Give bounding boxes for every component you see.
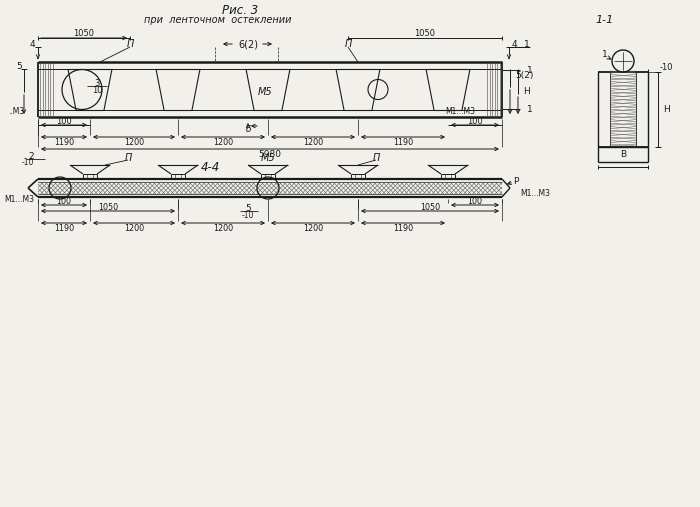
Text: В: В <box>620 150 626 159</box>
Text: 1050: 1050 <box>414 28 435 38</box>
Text: -10: -10 <box>241 210 254 220</box>
Text: при  ленточном  остеклении: при ленточном остеклении <box>144 15 292 25</box>
Text: 1: 1 <box>524 40 530 49</box>
Text: П: П <box>126 39 134 49</box>
Text: 3: 3 <box>94 79 99 88</box>
Text: 1: 1 <box>527 104 533 114</box>
Text: 2: 2 <box>29 152 34 161</box>
Text: М1...М3: М1...М3 <box>4 195 34 203</box>
Text: 100: 100 <box>56 117 72 126</box>
Text: 1200: 1200 <box>303 137 323 147</box>
Text: М1...М3: М1...М3 <box>520 189 550 198</box>
Text: 5: 5 <box>16 61 22 70</box>
Bar <box>38 182 502 194</box>
Text: 10: 10 <box>92 86 102 94</box>
Text: 5: 5 <box>245 203 251 212</box>
Text: 1200: 1200 <box>213 224 233 233</box>
Text: 1190: 1190 <box>393 137 413 147</box>
Text: 1050: 1050 <box>98 202 118 211</box>
Text: М5: М5 <box>260 153 275 163</box>
Text: П: П <box>372 153 379 163</box>
Text: 1200: 1200 <box>124 137 144 147</box>
Text: 100: 100 <box>468 197 482 205</box>
Text: Н: Н <box>663 105 669 114</box>
Text: Рис. 3: Рис. 3 <box>222 4 258 17</box>
Text: М5: М5 <box>258 87 272 97</box>
Text: 6(2): 6(2) <box>238 39 258 49</box>
Text: -10: -10 <box>22 158 34 166</box>
Text: 5(2): 5(2) <box>514 70 533 80</box>
Text: 1050: 1050 <box>420 202 440 211</box>
Text: Р: Р <box>513 176 519 186</box>
Text: 5980: 5980 <box>258 150 281 159</box>
Text: 100: 100 <box>467 117 483 126</box>
Text: 4: 4 <box>511 40 517 49</box>
Text: 1190: 1190 <box>54 224 74 233</box>
Text: ..М3: ..М3 <box>8 106 25 116</box>
Text: 1200: 1200 <box>124 224 144 233</box>
Text: 1200: 1200 <box>303 224 323 233</box>
Text: 4-4: 4-4 <box>200 161 220 173</box>
Text: П: П <box>125 153 132 163</box>
Text: М1...М3: М1...М3 <box>445 106 475 116</box>
Text: 1200: 1200 <box>213 137 233 147</box>
Text: б: б <box>245 125 251 133</box>
Text: 1-1: 1-1 <box>596 15 614 25</box>
Text: Н: Н <box>524 87 531 95</box>
Text: П: П <box>344 39 351 49</box>
Text: 1: 1 <box>527 65 533 75</box>
Text: 1050: 1050 <box>74 28 95 38</box>
Text: 100: 100 <box>57 197 71 205</box>
Text: 1: 1 <box>602 50 608 58</box>
Text: 1190: 1190 <box>393 224 413 233</box>
Text: -10: -10 <box>660 62 673 71</box>
Text: 1190: 1190 <box>54 137 74 147</box>
Text: 4: 4 <box>29 40 35 49</box>
